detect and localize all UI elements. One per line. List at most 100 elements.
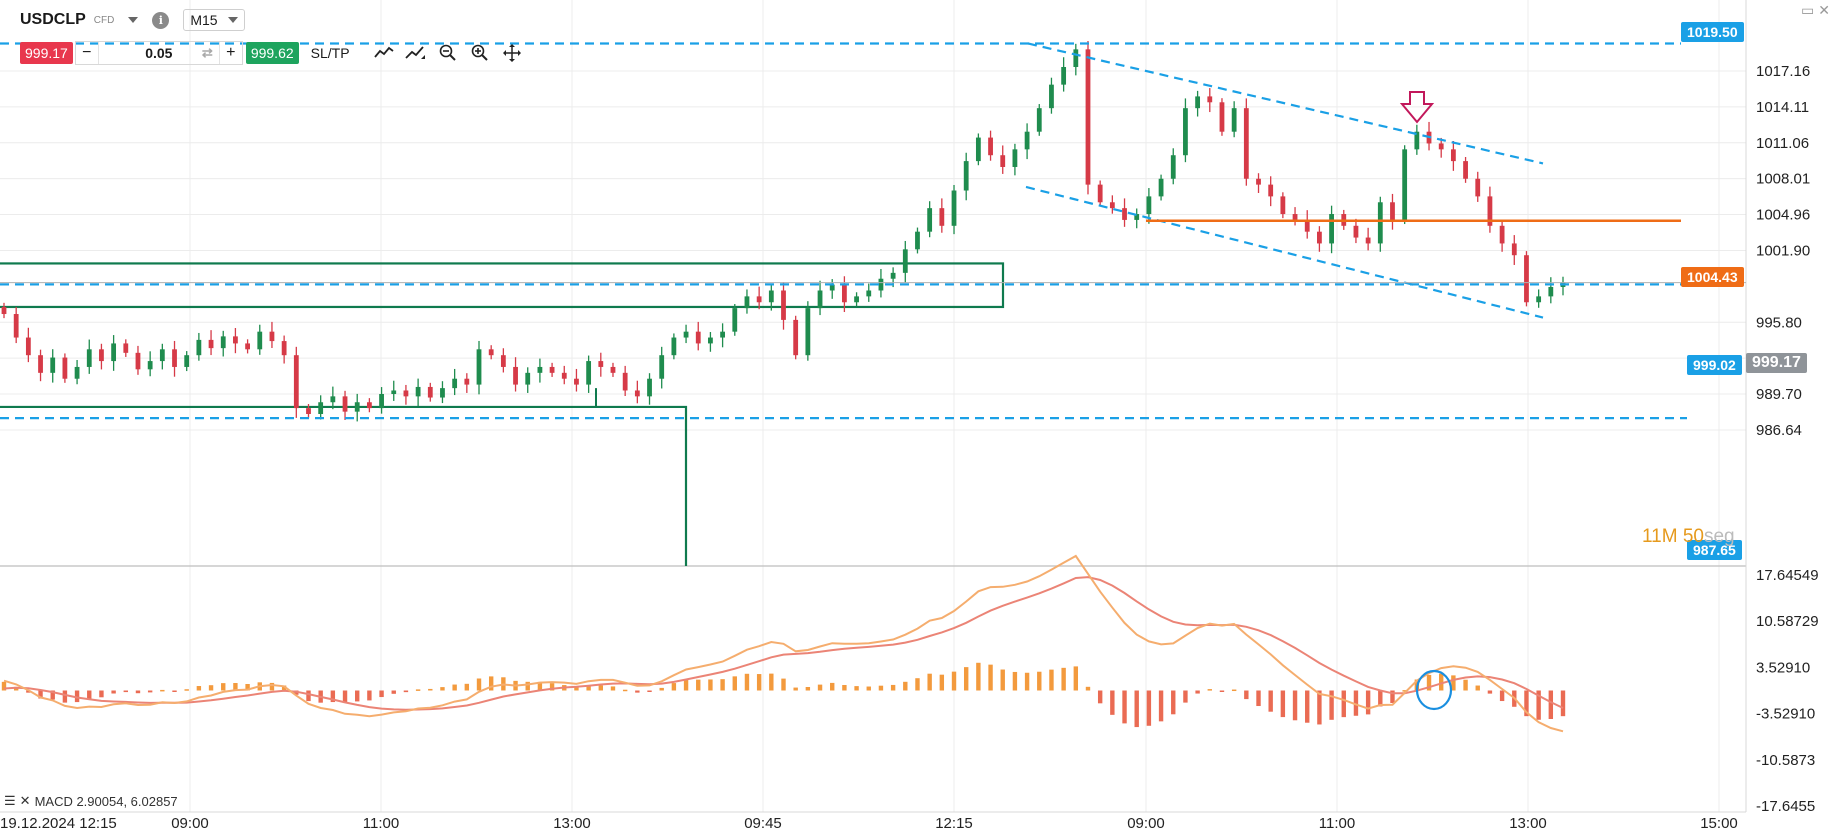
trade-bar: 999.17 − 0.05 ⇄ + 999.62 SL/TP (20, 41, 524, 65)
move-icon[interactable] (500, 41, 524, 65)
macd-histogram-bar (1073, 666, 1079, 691)
quantity-value: 0.05 (145, 45, 173, 61)
candle-body (1243, 108, 1249, 179)
macd-histogram-bar (903, 681, 908, 691)
blue-level-price-tag: 999.02 (1687, 355, 1742, 375)
macd-histogram-bar (696, 679, 701, 691)
macd-histogram-bar (62, 690, 68, 703)
candle-body (1487, 196, 1493, 226)
quantity-minus-button[interactable]: − (82, 44, 92, 61)
macd-histogram-bar (342, 690, 348, 704)
quantity-stepper[interactable]: − 0.05 ⇄ + (74, 41, 243, 65)
minimize-icon[interactable]: ▭ (1801, 2, 1815, 18)
zoom-out-icon[interactable] (436, 41, 460, 65)
macd-histogram-bar (635, 690, 640, 693)
symbol-name[interactable]: USDCLP (20, 11, 86, 28)
candle-body (854, 296, 859, 303)
time-tick-label: 09:45 (744, 815, 782, 832)
price-tick-label: 1001.90 (1756, 243, 1810, 260)
macd-tick-label: 3.52910 (1756, 659, 1810, 676)
macd-histogram-bar (1219, 690, 1225, 692)
candle-body (1536, 296, 1542, 303)
macd-histogram-bar (1365, 690, 1371, 715)
macd-tick-label: 10.58729 (1756, 613, 1819, 630)
candle-body (415, 386, 421, 397)
countdown-seconds-unit: seg (1703, 526, 1735, 547)
macd-histogram-bar (1451, 675, 1456, 691)
candle-body (1438, 143, 1444, 150)
macd-histogram-bar (123, 690, 128, 693)
timeframe-select[interactable]: M15 (183, 9, 245, 31)
candle-body (1231, 108, 1237, 132)
candle-body (793, 319, 799, 356)
candle-body (1134, 214, 1140, 220)
candlesticks (1, 41, 1566, 422)
candle-body (1195, 96, 1201, 109)
candle-body (1499, 225, 1505, 244)
supply-demand-zone (0, 262, 1005, 309)
macd-histogram-bar (708, 679, 713, 691)
candle-body (781, 290, 786, 320)
candle-body (659, 355, 665, 379)
candle-body (1183, 108, 1188, 156)
macd-histogram-bar (574, 687, 579, 691)
time-tick-label: 09:00 (171, 815, 209, 832)
macd-histogram-bar (367, 690, 372, 701)
macd-histogram-bar (281, 685, 287, 691)
macd-histogram-bar (610, 686, 616, 691)
macd-histogram-bar (1402, 690, 1407, 692)
candle-body (1353, 225, 1359, 238)
sltp-button[interactable]: SL/TP (310, 45, 350, 61)
buy-button[interactable]: 999.62 (245, 42, 299, 64)
quantity-input[interactable]: 0.05 ⇄ (97, 42, 220, 64)
candle-body (342, 396, 348, 412)
candle-body (695, 331, 701, 344)
candle-body (1122, 208, 1127, 220)
candle-body (561, 372, 567, 379)
zoom-in-icon[interactable] (468, 41, 492, 65)
timeframe-value: M15 (190, 12, 218, 28)
macd-histogram-bar (927, 673, 932, 691)
candle-body (1024, 131, 1030, 150)
macd-histogram-bar (1487, 690, 1493, 694)
candle-body (1256, 178, 1261, 185)
price-tick-label: 1011.06 (1756, 135, 1809, 152)
list-icon[interactable]: ☰ (4, 793, 16, 808)
candle-body (1463, 161, 1468, 179)
macd-tick-label: 17.64549 (1756, 567, 1819, 584)
macd-histogram-bar (1548, 690, 1554, 720)
macd-histogram-bar (525, 681, 530, 691)
macd-histogram-bar (830, 682, 835, 691)
macd-histogram-bar (1524, 690, 1529, 717)
macd-legend: ☰ ✕ MACD 2.90054, 6.02857 (4, 793, 178, 809)
resistance-price-tag: 1019.50 (1681, 22, 1744, 42)
candle-body (1377, 202, 1383, 244)
symbol-dropdown-chevron-down-icon[interactable] (128, 17, 139, 23)
macd-histogram-bar (683, 679, 689, 691)
macd-histogram-bar (671, 683, 677, 691)
candle-body (440, 388, 445, 398)
line-chart-icon[interactable] (372, 41, 396, 65)
macd-histogram-bar (269, 682, 275, 691)
candle-body (500, 355, 506, 367)
info-icon[interactable]: i (152, 11, 170, 29)
candle-body (890, 272, 896, 279)
candle-body (196, 339, 202, 356)
remove-icon[interactable]: ✕ (19, 793, 31, 808)
support-price-tag: 987.65 (1687, 540, 1742, 560)
swap-icon[interactable]: ⇄ (201, 45, 213, 60)
quantity-plus-button[interactable]: + (226, 44, 236, 61)
close-icon[interactable]: ✕ (1818, 2, 1830, 18)
macd-histogram-bar (147, 690, 153, 693)
macd-histogram-bar (464, 683, 470, 691)
macd-histogram-bar (1353, 690, 1359, 716)
sell-button[interactable]: 999.17 (20, 42, 73, 64)
candle-body (208, 339, 214, 349)
draw-trend-icon[interactable] (404, 41, 428, 65)
support-resistance-zones (0, 262, 1005, 566)
candle-body (220, 336, 226, 349)
macd-histogram-bar (1329, 690, 1334, 720)
macd-histogram-bar (208, 685, 214, 691)
macd-histogram-bar (1207, 689, 1212, 691)
